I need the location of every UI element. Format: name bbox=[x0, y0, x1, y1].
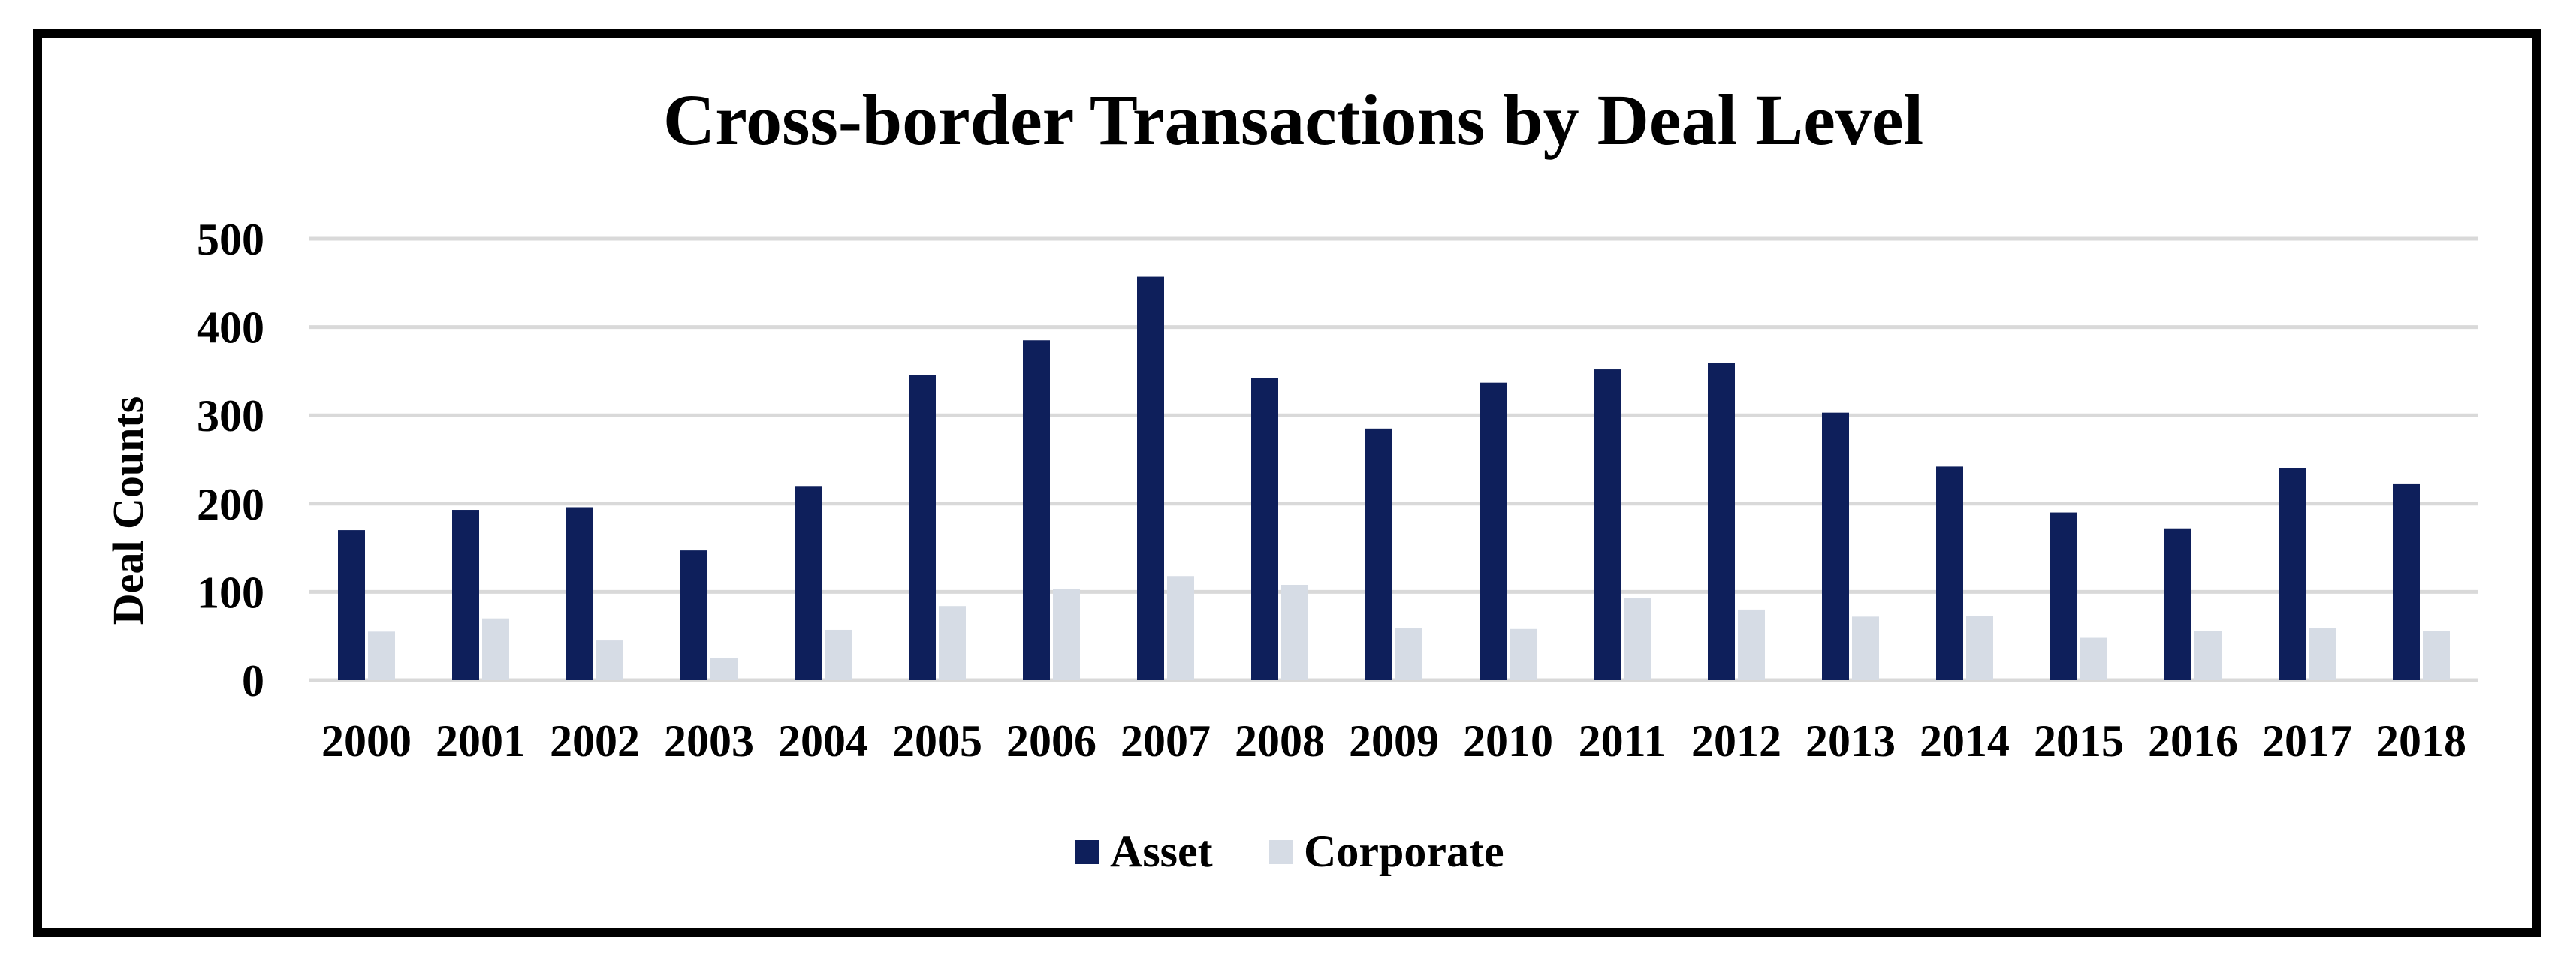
bar-corporate-2005 bbox=[939, 606, 966, 680]
x-tick-label: 2015 bbox=[2034, 716, 2124, 766]
bar-asset-2015 bbox=[2050, 512, 2077, 680]
bar-corporate-2012 bbox=[1738, 609, 1765, 680]
legend-label-corporate: Corporate bbox=[1304, 827, 1504, 876]
bar-corporate-2018 bbox=[2423, 631, 2450, 680]
bar-corporate-2010 bbox=[1510, 628, 1537, 680]
bars bbox=[338, 276, 2450, 680]
bar-asset-2013 bbox=[1822, 412, 1849, 680]
bar-asset-2016 bbox=[2164, 528, 2191, 680]
y-tick-label: 200 bbox=[197, 480, 264, 529]
bar-asset-2017 bbox=[2279, 468, 2306, 680]
x-tick-label: 2016 bbox=[2148, 716, 2238, 766]
bar-asset-2011 bbox=[1594, 369, 1621, 680]
bar-asset-2018 bbox=[2393, 483, 2420, 680]
x-tick-label: 2018 bbox=[2376, 716, 2466, 766]
bar-asset-2009 bbox=[1365, 428, 1392, 680]
bar-corporate-2001 bbox=[482, 618, 509, 680]
bar-asset-2012 bbox=[1708, 363, 1735, 680]
x-tick-label: 2001 bbox=[436, 716, 526, 766]
x-tick-label: 2006 bbox=[1006, 716, 1096, 766]
bar-corporate-2015 bbox=[2080, 637, 2107, 680]
bar-asset-2001 bbox=[452, 510, 479, 680]
y-axis-label: Deal Counts bbox=[104, 396, 152, 625]
bar-corporate-2017 bbox=[2309, 628, 2336, 680]
y-axis-ticks: 0 100 200 300 400 500 bbox=[197, 215, 264, 706]
bar-corporate-2000 bbox=[368, 631, 395, 680]
bar-corporate-2002 bbox=[596, 640, 623, 680]
bar-corporate-2004 bbox=[825, 629, 852, 680]
x-tick-label: 2017 bbox=[2262, 716, 2352, 766]
x-tick-label: 2004 bbox=[778, 716, 868, 766]
x-tick-label: 2000 bbox=[321, 716, 412, 766]
x-tick-label: 2002 bbox=[550, 716, 640, 766]
bar-asset-2004 bbox=[795, 486, 822, 680]
bar-corporate-2007 bbox=[1167, 576, 1194, 680]
legend-swatch-corporate bbox=[1269, 840, 1293, 864]
x-tick-label: 2003 bbox=[664, 716, 754, 766]
x-tick-label: 2008 bbox=[1235, 716, 1325, 766]
y-tick-label: 100 bbox=[197, 568, 264, 617]
y-tick-label: 400 bbox=[197, 303, 264, 353]
bar-asset-2010 bbox=[1480, 382, 1507, 680]
bar-corporate-2008 bbox=[1281, 584, 1308, 680]
bar-asset-2000 bbox=[338, 530, 365, 680]
bar-asset-2005 bbox=[909, 375, 936, 680]
legend-label-asset: Asset bbox=[1110, 827, 1213, 876]
legend: Asset Corporate bbox=[1075, 827, 1504, 876]
chart-frame bbox=[33, 29, 2541, 937]
bar-corporate-2014 bbox=[1966, 616, 1993, 680]
bar-asset-2008 bbox=[1251, 378, 1278, 680]
bar-corporate-2011 bbox=[1624, 598, 1651, 680]
gridlines bbox=[309, 236, 2478, 682]
bar-corporate-2016 bbox=[2194, 631, 2222, 680]
x-tick-label: 2013 bbox=[1805, 716, 1896, 766]
x-tick-label: 2005 bbox=[892, 716, 982, 766]
bar-asset-2006 bbox=[1023, 340, 1050, 680]
bar-asset-2002 bbox=[566, 507, 593, 680]
y-tick-label: 500 bbox=[197, 215, 264, 264]
bar-asset-2007 bbox=[1137, 276, 1164, 680]
bar-asset-2014 bbox=[1936, 466, 1963, 680]
x-tick-label: 2009 bbox=[1349, 716, 1439, 766]
legend-swatch-asset bbox=[1075, 840, 1099, 864]
x-tick-label: 2007 bbox=[1121, 716, 1211, 766]
bar-asset-2003 bbox=[680, 550, 707, 680]
chart-title: Cross-border Transactions by Deal Level bbox=[663, 80, 1923, 160]
bar-corporate-2006 bbox=[1053, 589, 1080, 680]
x-tick-label: 2010 bbox=[1463, 716, 1553, 766]
x-axis-ticks: 2000 2001 2002 2003 2004 2005 2006 2007 2008 2009… bbox=[321, 716, 2466, 766]
bar-corporate-2013 bbox=[1852, 616, 1879, 680]
y-tick-label: 0 bbox=[242, 656, 264, 706]
x-tick-label: 2011 bbox=[1579, 716, 1667, 766]
x-tick-label: 2014 bbox=[1920, 716, 2010, 766]
x-tick-label: 2012 bbox=[1691, 716, 1781, 766]
bar-corporate-2003 bbox=[710, 658, 738, 680]
bar-corporate-2009 bbox=[1395, 628, 1422, 680]
y-tick-label: 300 bbox=[197, 391, 264, 441]
